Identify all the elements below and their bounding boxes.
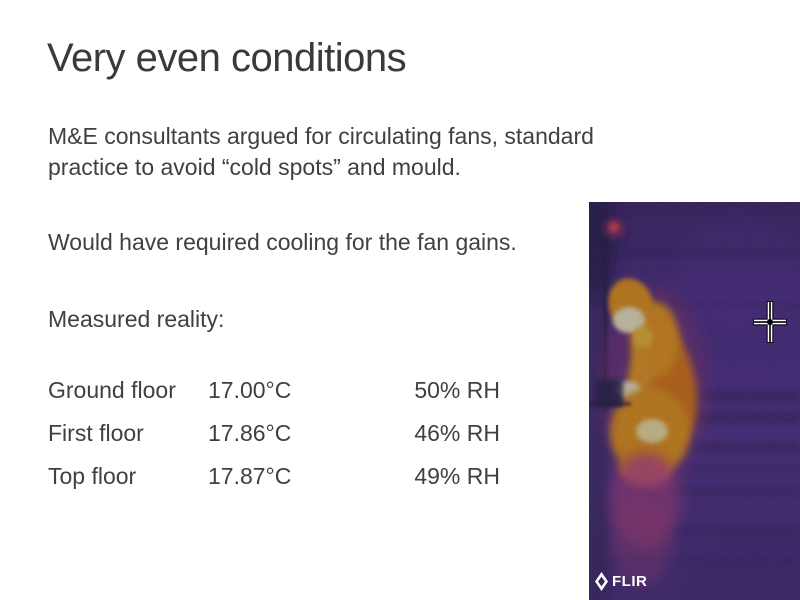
table-row: Top floor 17.87°C 49% RH: [48, 455, 500, 498]
humidity-value: 50% RH: [414, 377, 500, 403]
thermal-image: FLIR: [589, 202, 800, 600]
crosshair-icon: [753, 301, 787, 343]
measured-reality-label: Measured reality:: [48, 306, 225, 332]
flir-logo-text: FLIR: [612, 573, 648, 590]
temperature-value: 17.00°C: [208, 377, 292, 403]
measurements-table: Ground floor 17.00°C 50% RH First floor …: [48, 369, 500, 498]
flir-logo: FLIR: [595, 572, 647, 591]
floor-label: First floor: [48, 420, 144, 446]
humidity-value: 49% RH: [414, 463, 500, 489]
temperature-value: 17.86°C: [208, 420, 292, 446]
flir-diamond-icon: [595, 572, 608, 591]
floor-label: Top floor: [48, 463, 137, 489]
thermal-scene: [589, 202, 800, 600]
table-row: First floor 17.86°C 46% RH: [48, 412, 500, 455]
temperature-value: 17.87°C: [208, 463, 292, 489]
floor-label: Ground floor: [48, 377, 176, 403]
paragraph-consultants: M&E consultants argued for circulating f…: [48, 123, 594, 180]
paragraph-cooling: Would have required cooling for the fan …: [48, 229, 517, 255]
humidity-value: 46% RH: [414, 420, 500, 446]
slide-title: Very even conditions: [47, 36, 407, 80]
table-row: Ground floor 17.00°C 50% RH: [48, 369, 500, 412]
